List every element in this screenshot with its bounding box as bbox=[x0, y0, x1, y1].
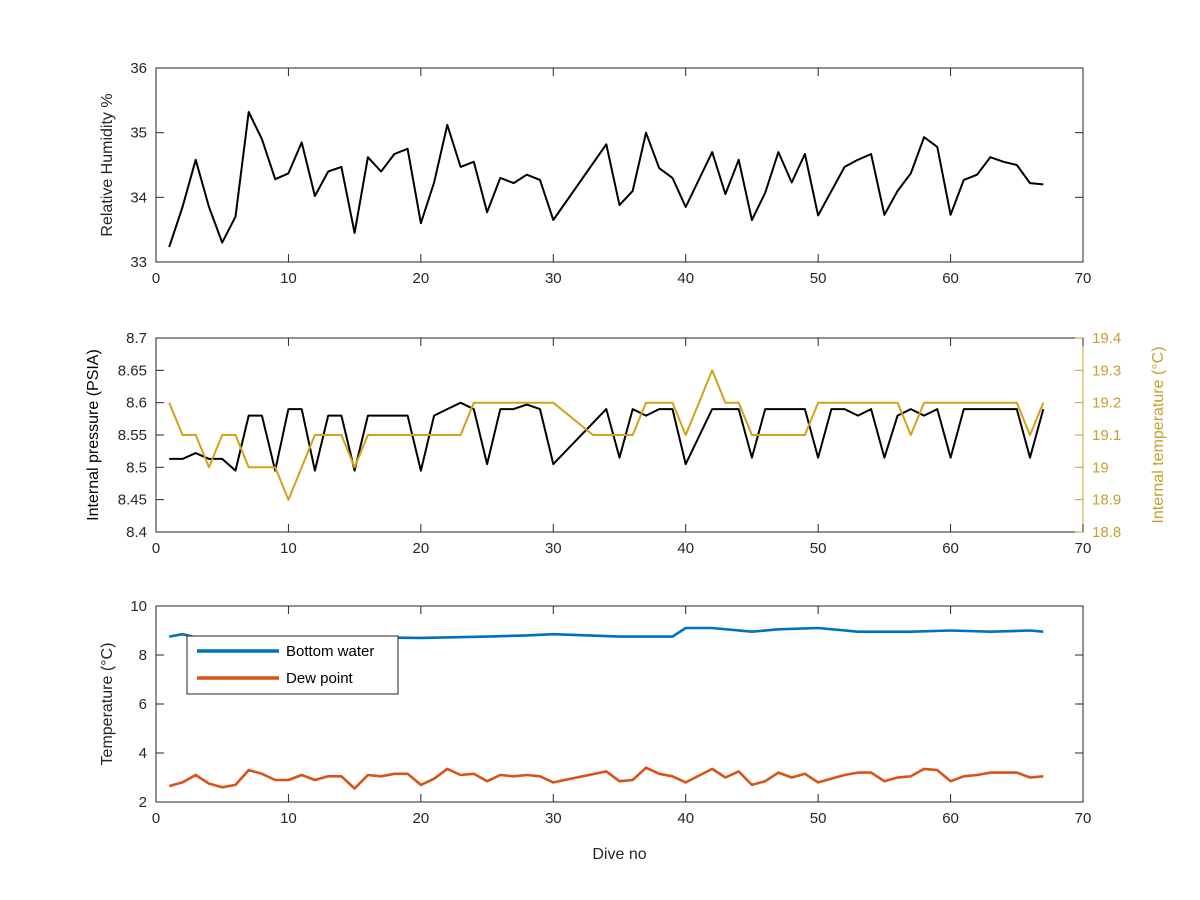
y-tick-label: 8.65 bbox=[118, 362, 147, 379]
series-line-dew-point bbox=[168, 766, 1044, 790]
series-line-internal-temperature bbox=[168, 369, 1045, 501]
x-tick-label: 0 bbox=[152, 810, 160, 827]
y-axis-label: Temperature (°C) bbox=[99, 643, 116, 766]
legend-label: Dew point bbox=[286, 670, 354, 687]
x-tick-label: 10 bbox=[280, 810, 297, 827]
y-tick-label: 33 bbox=[130, 254, 147, 271]
x-tick-label: 0 bbox=[152, 270, 160, 287]
humidity-plot: 0 10 20 30 40 50 60 70 33 34 35 36 Relative Humidity… bbox=[99, 60, 1091, 287]
x-tick-label: 30 bbox=[545, 810, 562, 827]
x-tick-label: 30 bbox=[545, 270, 562, 287]
legend-box bbox=[186, 635, 399, 695]
x-tick-label: 60 bbox=[942, 810, 959, 827]
x-tick-label: 70 bbox=[1075, 810, 1092, 827]
series-line-series-0 bbox=[168, 111, 1044, 248]
x-tick-label: 50 bbox=[810, 540, 827, 557]
x-tick-label: 20 bbox=[413, 540, 430, 557]
x-tick-label: 30 bbox=[545, 540, 562, 557]
y-tick-label: 36 bbox=[130, 60, 147, 77]
y2-tick-label: 19.4 bbox=[1092, 330, 1121, 347]
x-tick-label: 70 bbox=[1075, 540, 1092, 557]
y-tick-label: 35 bbox=[130, 125, 147, 142]
y2-tick-label: 19.1 bbox=[1092, 427, 1121, 444]
y2-tick-label: 18.8 bbox=[1092, 524, 1121, 541]
x-tick-label: 40 bbox=[677, 810, 694, 827]
pressure-temperature-plot: 0 10 20 30 40 50 60 70 8.4 8.45 8.5 8.55 8.6 8.65 8.7 1… bbox=[85, 330, 1167, 557]
y-tick-label: 8.5 bbox=[126, 459, 147, 476]
y-tick-label: 8.45 bbox=[118, 492, 147, 509]
x-tick-label: 40 bbox=[677, 270, 694, 287]
y-tick-label: 8.4 bbox=[126, 524, 147, 541]
y-tick-label: 34 bbox=[130, 189, 147, 206]
x-tick-label: 50 bbox=[810, 810, 827, 827]
y2-tick-label: 19 bbox=[1092, 459, 1109, 476]
y-tick-label: 8.7 bbox=[126, 330, 147, 347]
temperature-plot: 0 10 20 30 40 50 60 70 2 4 6 8 10 Temperature (°C) Div… bbox=[99, 598, 1091, 863]
y-tick-label: 8 bbox=[139, 647, 147, 664]
x-tick-label: 10 bbox=[280, 270, 297, 287]
x-tick-label: 70 bbox=[1075, 270, 1092, 287]
x-tick-label: 10 bbox=[280, 540, 297, 557]
y2-tick-label: 19.2 bbox=[1092, 395, 1121, 412]
x-tick-label: 0 bbox=[152, 540, 160, 557]
x-tick-label: 50 bbox=[810, 270, 827, 287]
axes-box bbox=[155, 67, 1084, 263]
y-axis-label: Relative Humidity % bbox=[99, 93, 116, 236]
legend: Bottom water Dew point bbox=[186, 635, 399, 695]
x-tick-label: 60 bbox=[942, 540, 959, 557]
x-axis-label: Dive no bbox=[592, 846, 646, 863]
y2-axis-label: Internal temperature (°C) bbox=[1150, 346, 1167, 523]
y-tick-label: 2 bbox=[139, 794, 147, 811]
y2-tick-label: 18.9 bbox=[1092, 492, 1121, 509]
x-tick-label: 60 bbox=[942, 270, 959, 287]
y-tick-label: 8.6 bbox=[126, 395, 147, 412]
y2-tick-label: 19.3 bbox=[1092, 362, 1121, 379]
legend-label: Bottom water bbox=[286, 643, 374, 660]
x-tick-label: 40 bbox=[677, 540, 694, 557]
y-tick-label: 4 bbox=[139, 745, 147, 762]
y-tick-label: 6 bbox=[139, 696, 147, 713]
x-tick-label: 20 bbox=[413, 810, 430, 827]
y-tick-label: 10 bbox=[130, 598, 147, 615]
x-tick-label: 20 bbox=[413, 270, 430, 287]
y-tick-label: 8.55 bbox=[118, 427, 147, 444]
series-line-series-0 bbox=[169, 401, 1045, 472]
y-axis-label: Internal pressure (PSIA) bbox=[85, 349, 102, 521]
